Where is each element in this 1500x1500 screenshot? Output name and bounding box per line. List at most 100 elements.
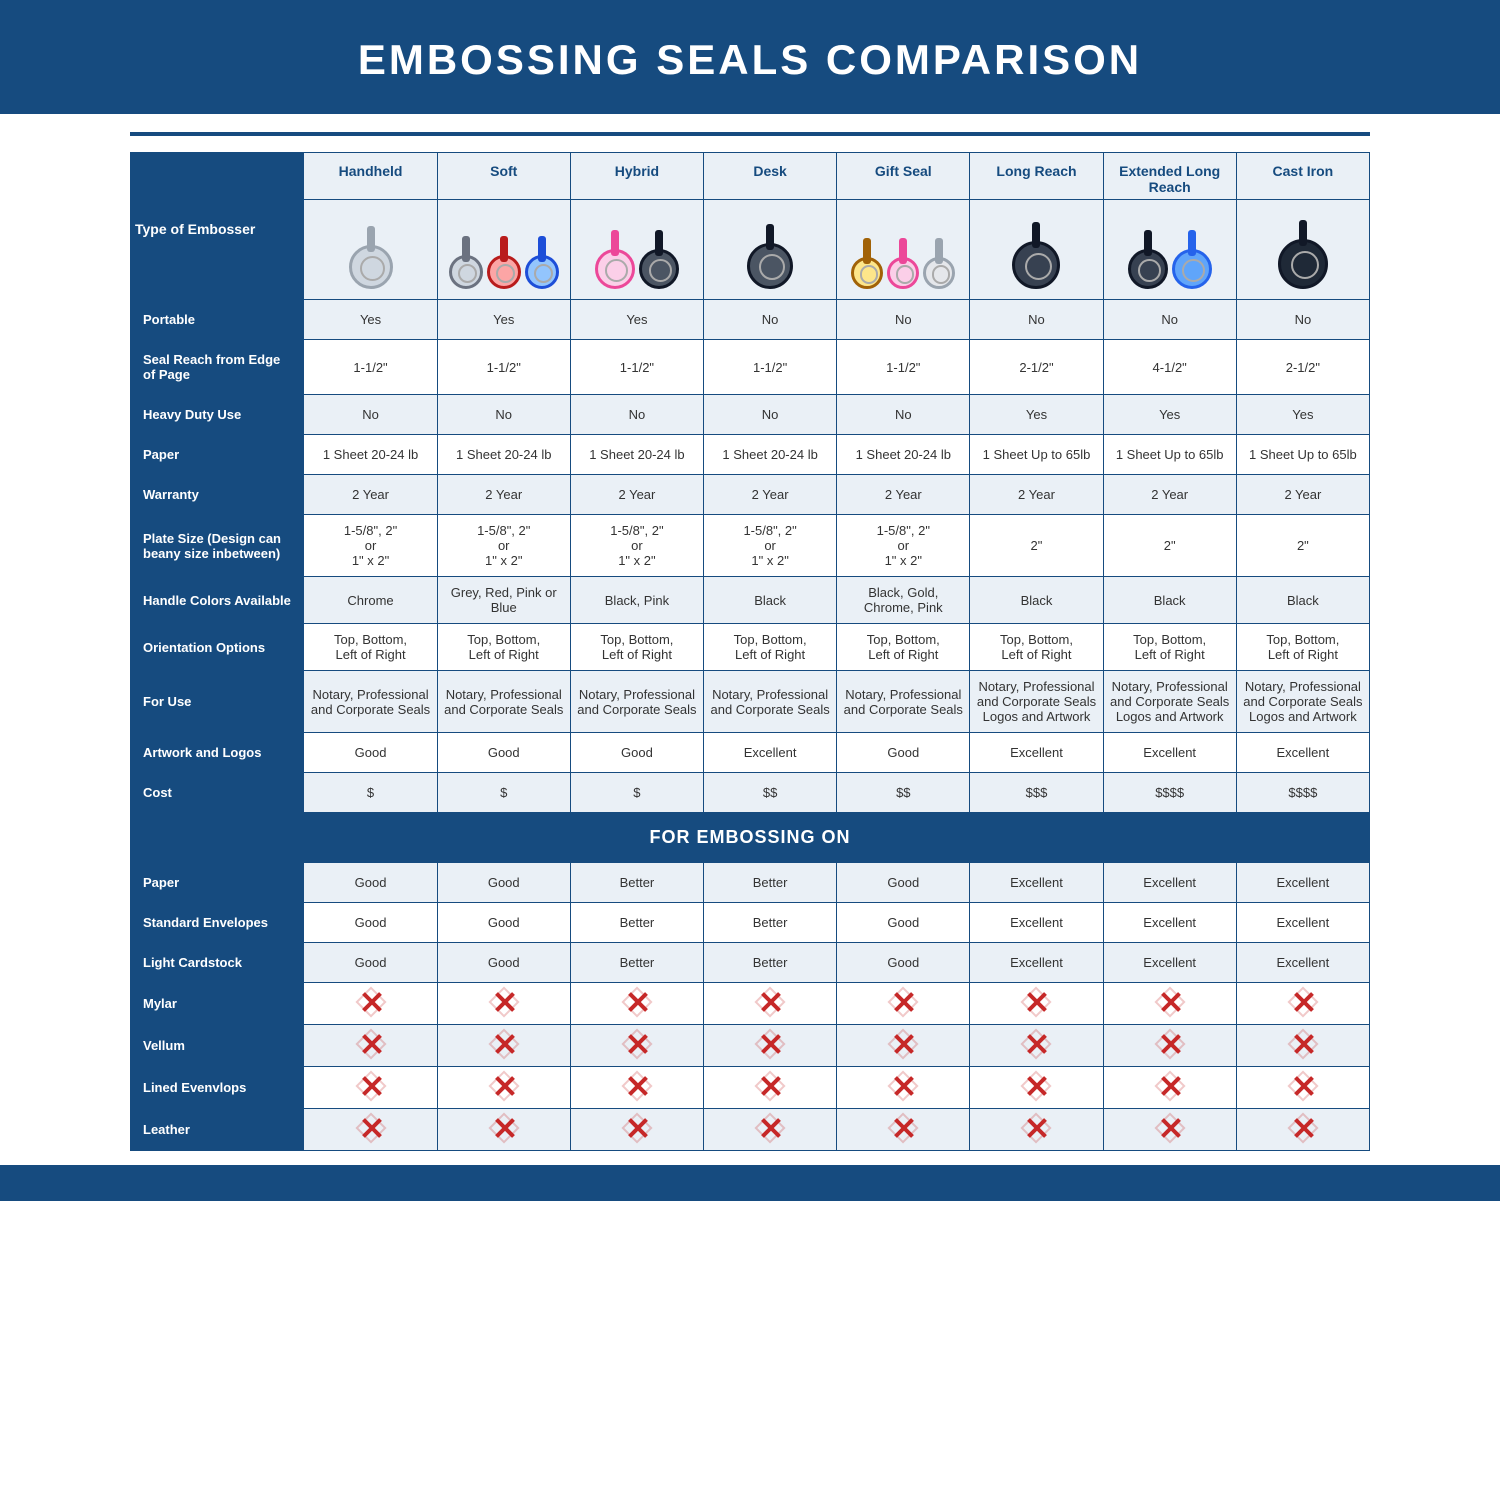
footer-band (0, 1165, 1500, 1201)
table-cell (704, 1025, 837, 1067)
table-cell: Good (437, 733, 570, 773)
table-cell: Excellent (704, 733, 837, 773)
x-icon (493, 1117, 515, 1139)
table-cell (970, 983, 1103, 1025)
embosser-thumbnail (304, 200, 437, 300)
table-cell: Better (570, 943, 703, 983)
x-icon (360, 1033, 382, 1055)
row-label: Mylar (131, 983, 304, 1025)
row-label: Cost (131, 773, 304, 813)
row-label: Portable (131, 300, 304, 340)
table-cell: No (970, 300, 1103, 340)
x-icon (1025, 1033, 1047, 1055)
table-cell (437, 1025, 570, 1067)
table-cell (970, 1109, 1103, 1151)
embosser-thumbnail (570, 200, 703, 300)
table-cell: No (437, 395, 570, 435)
table-cell (304, 1067, 437, 1109)
table-cell: Yes (437, 300, 570, 340)
table-cell: Excellent (1236, 863, 1369, 903)
x-icon (360, 1075, 382, 1097)
x-icon (626, 1075, 648, 1097)
row-label: Leather (131, 1109, 304, 1151)
table-cell: 4-1/2" (1103, 340, 1236, 395)
column-header: Long Reach (970, 153, 1103, 200)
row-label: Vellum (131, 1025, 304, 1067)
x-icon (1025, 1075, 1047, 1097)
column-header: Soft (437, 153, 570, 200)
x-icon (892, 1117, 914, 1139)
x-icon (1292, 1033, 1314, 1055)
table-cell: Top, Bottom,Left of Right (704, 624, 837, 671)
table-cell: No (1236, 300, 1369, 340)
table-cell: Black (970, 577, 1103, 624)
table-cell: Notary, Professional and Corporate Seals… (970, 671, 1103, 733)
x-icon (892, 991, 914, 1013)
x-icon (1159, 1117, 1181, 1139)
table-cell: 2 Year (704, 475, 837, 515)
table-cell: Good (437, 943, 570, 983)
x-icon (1159, 1033, 1181, 1055)
table-cell: Excellent (1103, 863, 1236, 903)
table-cell: Good (304, 863, 437, 903)
table-cell (704, 1109, 837, 1151)
table-cell (304, 1025, 437, 1067)
row-label: Paper (131, 863, 304, 903)
table-cell: 2-1/2" (1236, 340, 1369, 395)
table-cell: Notary, Professional and Corporate Seals (437, 671, 570, 733)
table-cell (837, 983, 970, 1025)
x-icon (892, 1075, 914, 1097)
x-icon (759, 1117, 781, 1139)
table-cell (1236, 1067, 1369, 1109)
table-cell: Better (704, 903, 837, 943)
table-cell (1103, 1067, 1236, 1109)
table-cell: Top, Bottom,Left of Right (304, 624, 437, 671)
x-icon (1292, 1117, 1314, 1139)
table-cell (704, 1067, 837, 1109)
table-cell: 2" (1236, 515, 1369, 577)
table-cell: Good (837, 943, 970, 983)
row-label: Artwork and Logos (131, 733, 304, 773)
table-cell: 1-5/8", 2"or1" x 2" (837, 515, 970, 577)
table-cell: $ (437, 773, 570, 813)
table-cell: 2 Year (1236, 475, 1369, 515)
x-icon (360, 991, 382, 1013)
table-cell: Chrome (304, 577, 437, 624)
x-icon (493, 991, 515, 1013)
table-cell: Excellent (970, 903, 1103, 943)
table-cell: 2 Year (1103, 475, 1236, 515)
table-cell (570, 1067, 703, 1109)
table-cell: Black (1103, 577, 1236, 624)
table-cell: Better (704, 943, 837, 983)
embosser-thumbnail (1236, 200, 1369, 300)
table-cell: 1-1/2" (570, 340, 703, 395)
x-icon (892, 1033, 914, 1055)
table-cell: 1 Sheet Up to 65lb (970, 435, 1103, 475)
row-label: Standard Envelopes (131, 903, 304, 943)
x-icon (493, 1033, 515, 1055)
table-cell: Excellent (970, 733, 1103, 773)
table-cell: 1-1/2" (304, 340, 437, 395)
x-icon (759, 1033, 781, 1055)
column-header: Handheld (304, 153, 437, 200)
table-cell (837, 1109, 970, 1151)
table-cell: 2-1/2" (970, 340, 1103, 395)
table-cell: Good (304, 733, 437, 773)
table-cell (1236, 1109, 1369, 1151)
x-icon (360, 1117, 382, 1139)
table-cell: 1-5/8", 2"or1" x 2" (437, 515, 570, 577)
table-cell: No (704, 300, 837, 340)
row-label: Paper (131, 435, 304, 475)
embosser-thumbnail (704, 200, 837, 300)
table-cell: No (837, 395, 970, 435)
x-icon (1292, 991, 1314, 1013)
table-cell: Better (570, 863, 703, 903)
table-cell: Top, Bottom,Left of Right (437, 624, 570, 671)
table-cell: Notary, Professional and Corporate Seals (570, 671, 703, 733)
title-underline (130, 132, 1370, 138)
table-cell: No (304, 395, 437, 435)
table-cell: $ (304, 773, 437, 813)
table-cell (437, 983, 570, 1025)
table-cell: Excellent (1236, 903, 1369, 943)
section-heading: FOR EMBOSSING ON (131, 813, 1370, 863)
